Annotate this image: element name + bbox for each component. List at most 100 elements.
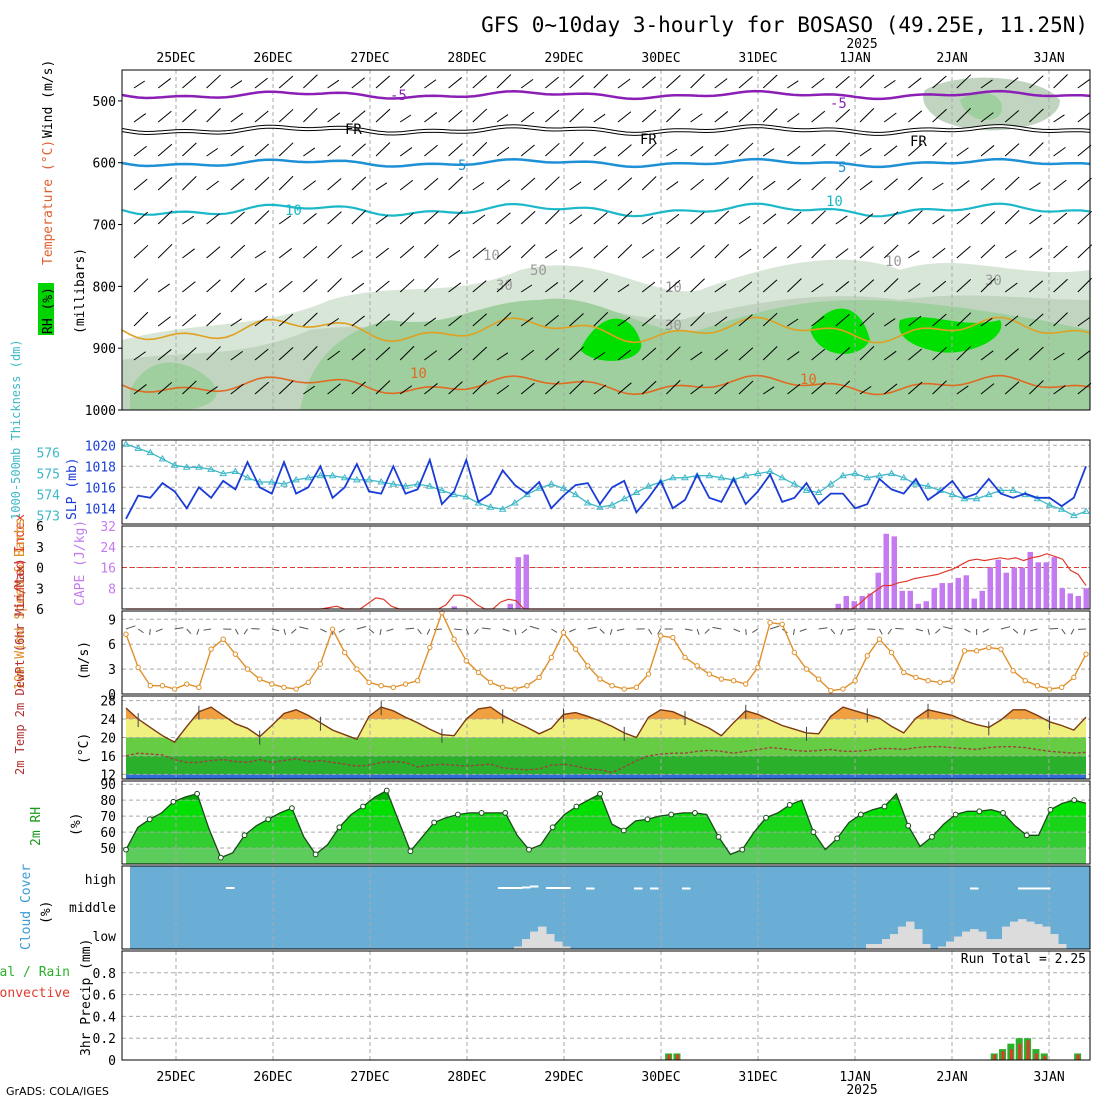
wind-barb bbox=[254, 348, 269, 361]
wind-barb bbox=[792, 628, 795, 636]
cape-bar bbox=[875, 572, 881, 609]
wind-barb bbox=[496, 312, 512, 327]
wind-barb bbox=[964, 628, 971, 633]
wind-speed-point bbox=[718, 676, 725, 682]
low-cloud-bar bbox=[562, 946, 571, 949]
wind-barb bbox=[375, 142, 391, 157]
wind-barb bbox=[617, 316, 631, 327]
wind-barb bbox=[303, 180, 317, 191]
thickness-point bbox=[620, 494, 629, 502]
wind-barb bbox=[417, 628, 422, 635]
isotherm-10 bbox=[121, 202, 1091, 218]
wind-speed-point bbox=[305, 679, 311, 686]
rh-point bbox=[265, 816, 272, 823]
wind-barb bbox=[593, 113, 606, 123]
wind-barb bbox=[424, 144, 438, 157]
wind-barb bbox=[932, 182, 944, 191]
rh-shade-region bbox=[130, 362, 217, 410]
wind-barb bbox=[617, 78, 631, 89]
wind-barb bbox=[1012, 628, 1019, 634]
wind-barb bbox=[617, 382, 632, 395]
y-tick-label: 600 bbox=[93, 157, 116, 172]
wind-barb bbox=[980, 178, 995, 191]
wind-barb bbox=[545, 314, 559, 327]
wind-barb bbox=[593, 74, 609, 89]
thickness-point bbox=[899, 473, 908, 481]
wind-barb bbox=[811, 381, 826, 395]
convective-precip-bar bbox=[675, 1054, 679, 1060]
high-cloud-bar bbox=[634, 887, 643, 890]
wind-barb bbox=[551, 628, 558, 633]
thickness-point bbox=[353, 475, 361, 483]
wind-barb bbox=[641, 216, 654, 225]
wind-barb bbox=[327, 211, 342, 225]
wind-speed-point bbox=[159, 683, 166, 689]
wind-barb bbox=[617, 349, 632, 361]
low-cloud-bar bbox=[890, 934, 899, 949]
bottom-year-label: 2025 bbox=[846, 1083, 877, 1098]
footer-credit: GrADS: COLA/IGES bbox=[6, 1085, 109, 1098]
wind-speed-point bbox=[876, 636, 883, 642]
wind-barb bbox=[1077, 277, 1092, 293]
wind-barb bbox=[811, 210, 826, 225]
wind-barb bbox=[690, 178, 705, 191]
wind-barb bbox=[1077, 111, 1091, 123]
wind-barb bbox=[157, 210, 173, 225]
wind-barb bbox=[641, 76, 656, 89]
wind-barb bbox=[303, 107, 318, 123]
wind-barb bbox=[182, 109, 197, 123]
wind-speed-point bbox=[706, 671, 712, 677]
wind-barb bbox=[424, 350, 438, 361]
wind-speed-point bbox=[767, 619, 773, 626]
cape-bar bbox=[835, 603, 841, 609]
wind-tick-label: 9 bbox=[108, 613, 116, 628]
wind-barb bbox=[278, 280, 293, 293]
precip-tick-label: 0.8 bbox=[93, 967, 116, 982]
wind-speed-point bbox=[633, 684, 640, 691]
wind-speed-point bbox=[184, 681, 190, 687]
rh-point bbox=[573, 803, 580, 810]
wind-barb bbox=[230, 145, 244, 157]
rh-shade-region bbox=[899, 317, 1002, 353]
thickness-tick-label: 576 bbox=[37, 447, 60, 462]
wind-barb bbox=[787, 211, 802, 225]
wind-barb bbox=[714, 349, 729, 361]
wind-speed-point bbox=[390, 684, 397, 691]
rh-point bbox=[549, 824, 556, 831]
wind-barb bbox=[254, 143, 270, 157]
wind-barb bbox=[496, 74, 512, 89]
pressure-unit-label: (millibars) bbox=[73, 248, 88, 334]
wind-barb bbox=[641, 176, 657, 191]
wind-barb bbox=[243, 628, 248, 635]
thickness-point bbox=[474, 499, 483, 506]
thickness-point bbox=[292, 475, 301, 483]
wind-barb bbox=[351, 143, 366, 157]
wind-barb bbox=[424, 177, 439, 191]
y-tick-label: 700 bbox=[93, 219, 116, 234]
wind-barb bbox=[1077, 177, 1092, 191]
rh-band bbox=[126, 848, 1086, 864]
thickness-point bbox=[523, 490, 531, 498]
wind-barb bbox=[1029, 214, 1042, 225]
thickness-point bbox=[122, 440, 130, 447]
wind-barb bbox=[206, 312, 221, 327]
wind-speed-point bbox=[256, 676, 263, 682]
contour-label: 10 bbox=[410, 366, 427, 382]
thickness-point bbox=[389, 480, 398, 487]
contour-label: 5 bbox=[838, 160, 846, 176]
wind-speed-point bbox=[500, 684, 506, 691]
wind-tick-label: 3 bbox=[108, 663, 116, 678]
wind-speed-point bbox=[512, 686, 518, 692]
thickness-point bbox=[693, 471, 702, 479]
wind-barb bbox=[714, 283, 727, 293]
thickness-point bbox=[243, 473, 252, 481]
wind-barb bbox=[399, 147, 413, 157]
wind-barb bbox=[617, 244, 633, 259]
cape-bar bbox=[1011, 567, 1017, 609]
wind-barb bbox=[883, 350, 897, 361]
wind-barb bbox=[520, 210, 536, 225]
wind-barb bbox=[351, 176, 367, 191]
wind-barb bbox=[883, 383, 898, 395]
wind-barb bbox=[1077, 382, 1092, 395]
wind-barb bbox=[908, 110, 923, 123]
